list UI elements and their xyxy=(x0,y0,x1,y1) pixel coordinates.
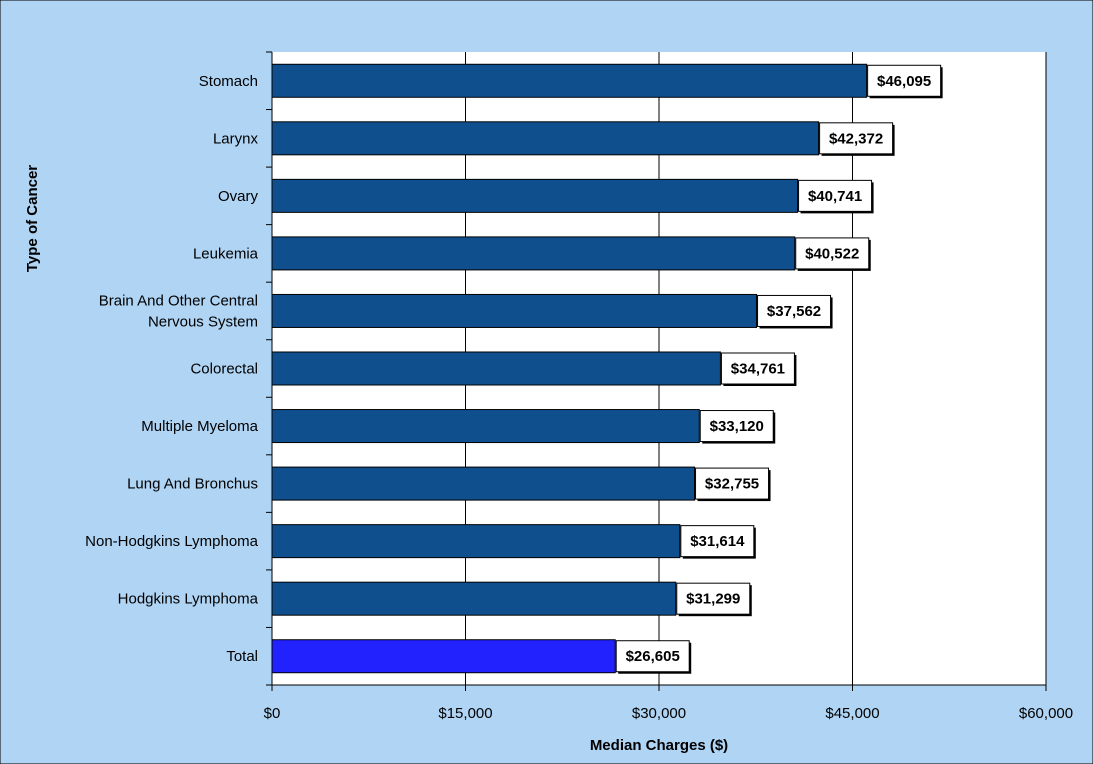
data-label: $34,761 xyxy=(731,361,785,378)
data-label: $42,372 xyxy=(829,130,883,147)
data-label-box xyxy=(867,64,942,97)
data-label: $31,299 xyxy=(686,591,740,608)
data-label-box xyxy=(695,467,770,500)
data-label: $37,562 xyxy=(767,303,821,320)
data-label: $46,095 xyxy=(877,73,931,90)
data-label: $33,120 xyxy=(710,418,764,435)
bar-colorectal xyxy=(271,351,721,386)
data-label: $32,755 xyxy=(705,476,759,493)
data-labels: $46,095 $42,372 $40,741 $40,522 $37,562 $34,7… xyxy=(615,64,943,674)
category-label: Leukemia xyxy=(193,245,259,262)
bar-series xyxy=(271,63,868,674)
category-label: Total xyxy=(226,648,258,665)
bar-larynx xyxy=(271,121,820,156)
data-label-box xyxy=(699,410,774,443)
category-label: Larynx xyxy=(213,130,259,147)
data-label-box xyxy=(757,294,832,327)
x-axis-title: Median Charges ($) xyxy=(590,737,728,754)
data-label-box xyxy=(680,525,755,558)
bar-hodgkins-lymphoma xyxy=(271,581,677,616)
x-tick-label: $30,000 xyxy=(632,705,686,722)
x-tick-label: $15,000 xyxy=(438,705,492,722)
x-tick-label: $60,000 xyxy=(1019,705,1073,722)
data-label-box xyxy=(798,179,873,212)
category-label: Multiple Myeloma xyxy=(141,418,258,435)
category-label: Lung And Bronchus xyxy=(127,476,258,493)
data-label-box xyxy=(676,582,751,615)
category-label: Stomach xyxy=(199,73,258,90)
bar-lung-and-bronchus xyxy=(271,466,696,501)
bar-leukemia xyxy=(271,236,796,271)
bar-non-hodgkins-lymphoma xyxy=(271,524,681,559)
data-label: $26,605 xyxy=(626,648,680,665)
x-tick-labels: $0 $15,000 $30,000 $45,000 $60,000 xyxy=(264,705,1073,722)
category-labels: Stomach Larynx Ovary Leukemia Brain And Othe… xyxy=(85,73,259,665)
data-label: $40,741 xyxy=(808,188,862,205)
bar-multiple-myeloma xyxy=(271,409,700,444)
x-tick-label: $45,000 xyxy=(825,705,879,722)
category-label: Hodgkins Lymphoma xyxy=(118,591,259,608)
data-label-box xyxy=(795,237,870,270)
category-label: Non-Hodgkins Lymphoma xyxy=(85,533,259,550)
data-label-box xyxy=(720,352,795,385)
bar-total xyxy=(271,639,616,674)
bar-ovary xyxy=(271,178,799,213)
category-label: Brain And Other Central Nervous System xyxy=(99,292,258,330)
category-label: Colorectal xyxy=(190,361,258,378)
data-label-box xyxy=(819,122,894,155)
data-label: $31,614 xyxy=(690,533,745,550)
axes xyxy=(266,51,1047,691)
bar-brain-and-other-central-nervous-system xyxy=(271,293,758,328)
data-label: $40,522 xyxy=(805,245,859,262)
bar-stomach xyxy=(271,63,868,98)
category-label: Ovary xyxy=(218,188,259,205)
y-axis-title: Type of Cancer xyxy=(24,165,41,272)
data-label-box xyxy=(615,640,690,673)
x-tick-label: $0 xyxy=(264,705,281,722)
